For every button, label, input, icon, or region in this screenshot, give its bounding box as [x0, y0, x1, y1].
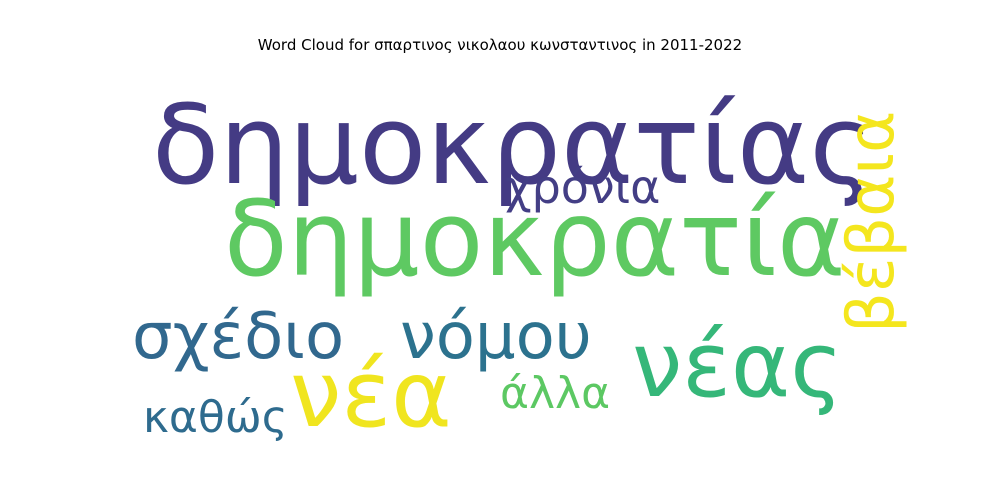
chart-title: Word Cloud for σπαρτινος νικολαου κωνστα… — [257, 36, 743, 54]
word-4: σχέδιο — [132, 300, 344, 374]
word-8: καθώς — [143, 392, 288, 443]
word-0: δημοκρατίας — [152, 81, 874, 209]
word-5: νόμου — [400, 300, 592, 374]
word-1: δημοκρατία — [224, 178, 846, 300]
word-3: νέα — [290, 341, 452, 448]
word-6: βέβαια — [835, 111, 909, 333]
word-9: άλλα — [500, 368, 610, 419]
word-7: χρόνια — [505, 160, 661, 214]
word-2: νέας — [632, 313, 843, 418]
